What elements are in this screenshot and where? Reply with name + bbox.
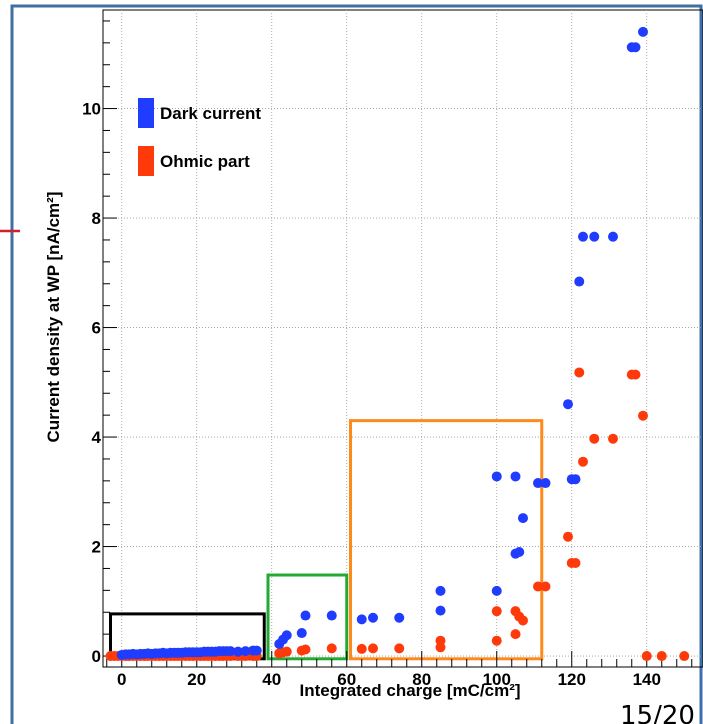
x-tick-label: 40	[262, 670, 281, 689]
dark-current-point	[356, 614, 367, 625]
ohmic-part-point	[574, 367, 585, 378]
dark-current-point	[435, 585, 446, 596]
y-axis-title: Current density at WP [nA/cm²]	[44, 192, 63, 443]
dark-current-point	[533, 478, 543, 489]
y-tick-label: 8	[92, 209, 101, 228]
ohmic-part-point	[638, 410, 648, 421]
dark-current-point	[491, 471, 502, 482]
dark-current-point	[296, 628, 307, 639]
y-tick-label: 10	[82, 100, 101, 119]
ohmic-part-point	[394, 643, 405, 654]
y-tick-label: 4	[92, 428, 102, 447]
ohmic-part-point	[533, 581, 543, 592]
dark-current-point	[518, 513, 528, 524]
dark-current-point	[638, 26, 648, 37]
slide-frame	[10, 4, 703, 724]
dark-current-point	[225, 646, 236, 657]
x-tick-label: 80	[412, 670, 431, 689]
legend: Dark current Ohmic part	[138, 98, 261, 176]
ohmic-part-point	[656, 651, 667, 662]
page-number: 15/20	[620, 701, 695, 724]
dark-current-point	[574, 276, 585, 287]
legend-dark-current-swatch	[138, 98, 154, 128]
y-axis-ticks: 0 2 4 6 8 10	[82, 20, 117, 666]
legend-dark-current-label: Dark current	[160, 104, 261, 123]
dark-current-point	[281, 630, 292, 641]
ohmic-part-point	[630, 369, 641, 380]
dark-current-point	[514, 547, 525, 558]
dark-current-point	[540, 478, 551, 489]
y-tick-label: 0	[92, 647, 101, 666]
dark-current-point	[570, 474, 581, 485]
ohmic-part-point	[540, 581, 551, 592]
ohmic-part-point	[491, 606, 502, 617]
green-annotation-box	[266, 573, 349, 661]
ohmic-part-point	[679, 651, 690, 662]
x-axis-ticks: 0 20 40 60 80 100 120 140	[106, 651, 693, 689]
ohmic-part-point	[491, 635, 502, 646]
dark-current-point	[251, 645, 262, 656]
dark-current-point	[240, 646, 251, 657]
plot-area	[102, 9, 703, 668]
x-tick-label: 100	[483, 670, 511, 689]
plot-border	[102, 9, 703, 668]
dark-current-point	[608, 231, 618, 242]
x-tick-label: 60	[337, 670, 356, 689]
dark-current-point	[630, 42, 641, 53]
x-tick-label: 20	[187, 670, 206, 689]
dark-current-point	[326, 610, 337, 621]
dark-current-point	[300, 610, 311, 621]
ohmic-part-point	[510, 629, 521, 640]
dark-current-point	[491, 585, 502, 596]
data-points	[105, 26, 690, 662]
ohmic-part-point	[563, 531, 573, 542]
dark-current-point	[435, 605, 446, 616]
dark-current-point	[394, 612, 405, 623]
x-tick-label: 0	[117, 670, 126, 689]
dark-current-point	[578, 231, 588, 242]
ohmic-part-point	[368, 643, 378, 654]
ohmic-part-point	[300, 644, 311, 655]
ohmic-part-point	[435, 635, 446, 646]
ohmic-part-point	[281, 646, 292, 657]
x-tick-label: 120	[558, 670, 586, 689]
dark-current-point	[233, 646, 243, 657]
ohmic-part-point	[578, 456, 588, 467]
dark-current-point	[510, 471, 521, 482]
orange-annotation-box	[349, 419, 544, 661]
ohmic-part-point	[356, 643, 367, 654]
ohmic-part-point	[641, 651, 652, 662]
ohmic-part-point	[570, 557, 581, 568]
x-tick-label: 140	[633, 670, 661, 689]
dark-current-point	[589, 231, 600, 242]
annotation-boxes	[109, 419, 544, 661]
x-axis-title: Integrated charge [mC/cm²]	[299, 681, 520, 700]
legend-ohmic-part-swatch	[138, 146, 154, 176]
ohmic-part-point	[589, 433, 600, 444]
y-tick-label: 6	[92, 319, 101, 338]
y-tick-label: 2	[92, 538, 101, 557]
dark-current-point	[368, 612, 378, 623]
dark-current-point	[563, 399, 573, 410]
ohmic-part-point	[518, 615, 528, 626]
legend-ohmic-part-label: Ohmic part	[160, 152, 250, 171]
ohmic-part-point	[326, 643, 337, 654]
ohmic-part-point	[608, 433, 618, 444]
